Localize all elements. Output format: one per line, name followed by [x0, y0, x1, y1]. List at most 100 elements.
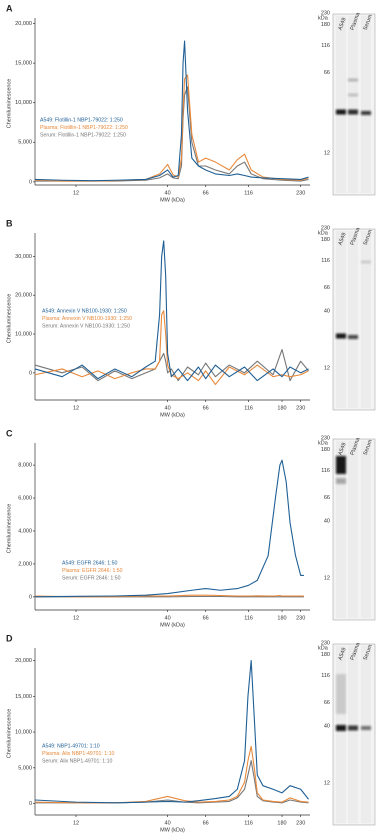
y-tick-label: 8,000 [18, 463, 32, 469]
blot-band [336, 456, 346, 474]
legend-entry: Plasma: EGFR 2646: 1:50 [62, 568, 123, 574]
y-tick-label: 4,000 [18, 528, 32, 534]
blot-lane [361, 441, 371, 618]
blot-marker: 116 [321, 468, 330, 474]
blot-marker: 12 [324, 366, 330, 372]
panel-letter: B [6, 218, 13, 228]
x-tick-label: 66 [203, 820, 209, 826]
legend-entry: Serum: EGFR 2646: 1:50 [62, 575, 121, 581]
blot-marker: 12 [324, 576, 330, 582]
y-tick-label: 10,000 [15, 331, 32, 337]
data-line [34, 745, 309, 804]
data-line [34, 594, 304, 598]
blot-band [361, 260, 371, 264]
x-tick-label: 180 [277, 615, 286, 621]
x-tick-label: 180 [277, 405, 286, 411]
y-axis-label: Chemiluminescence [6, 294, 12, 344]
panel: C 0 2,000 4,000 6,000 8,000 12 40 66 116 180 230 MW … [6, 428, 376, 628]
blot-lane-label: Serum [363, 644, 374, 662]
blot-band [336, 109, 346, 115]
legend-entry: A549: NBP1-49701: 1:10 [42, 743, 100, 749]
data-line [34, 40, 309, 182]
x-tick-label: 230 [296, 405, 305, 411]
data-line [34, 240, 309, 382]
legend-entry: Serum: Flotillin-1 NBP1-79022: 1:250 [40, 132, 126, 138]
x-tick-label: 230 [296, 190, 305, 196]
blot-lane-label: A549 [338, 232, 348, 246]
y-axis-label: Chemiluminescence [6, 504, 12, 554]
x-tick-label: 116 [244, 820, 253, 826]
x-tick-label: 12 [73, 405, 79, 411]
y-tick-label: 0 [29, 801, 32, 807]
y-axis-label: Chemiluminescence [6, 79, 12, 129]
blot-lane [336, 441, 346, 618]
legend-entry: Serum: Alix NBP1-49701: 1:10 [42, 758, 112, 764]
legend-entry: Serum: Annexin V NB100-1930: 1:250 [42, 323, 130, 329]
blot-marker: 12 [324, 151, 330, 157]
blot-marker: 66 [324, 700, 330, 706]
y-tick-label: 15,000 [15, 61, 32, 67]
blot-band [336, 725, 346, 731]
blot-marker: 230 [321, 641, 330, 647]
blot-marker: 66 [324, 495, 330, 501]
blot-unit: kDa [318, 230, 329, 236]
blot-lane-label: Serum [363, 229, 374, 247]
y-tick-label: 15,000 [15, 694, 32, 700]
blot-marker: 66 [324, 70, 330, 76]
legend-entry: A549: Flotillin-1 NBP1-79022: 1:250 [40, 117, 123, 123]
blot-lane-label: A549 [338, 17, 348, 31]
blot-band [361, 726, 371, 730]
blot-marker: 180 [321, 652, 330, 658]
x-axis-label: MW (kDa) [160, 412, 185, 418]
y-tick-label: 30,000 [15, 254, 32, 260]
blot-marker: 180 [321, 447, 330, 453]
blot-band [348, 93, 358, 97]
blot-unit: kDa [318, 645, 329, 651]
blot-marker: 40 [324, 724, 330, 730]
blot-unit: kDa [318, 15, 329, 21]
y-tick-label: 0 [29, 370, 32, 376]
blot-lane [348, 441, 358, 618]
legend-entry: A549: Annexin V NB100-1930: 1:250 [42, 308, 127, 314]
x-axis-label: MW (kDa) [160, 622, 185, 628]
y-tick-label: 2,000 [18, 561, 32, 567]
y-tick-label: 20,000 [15, 658, 32, 664]
data-line [35, 760, 309, 804]
blot-marker: 40 [324, 309, 330, 315]
y-tick-label: 20,000 [15, 293, 32, 299]
x-tick-label: 230 [296, 820, 305, 826]
panel-letter: D [6, 633, 13, 643]
blot-marker: 12 [324, 781, 330, 787]
blot-lane [348, 231, 358, 408]
legend-entry: Plasma: Annexin V NB100-1930: 1:250 [42, 316, 132, 322]
blot-band [348, 109, 358, 115]
y-tick-label: 10,000 [15, 730, 32, 736]
y-tick-label: 10,000 [15, 100, 32, 106]
x-tick-label: 40 [165, 190, 171, 196]
blot-lane [336, 646, 346, 823]
blot-band [348, 78, 358, 82]
panel-letter: C [6, 428, 13, 438]
panel: D 0 5,000 10,000 15,000 20,000 12 40 66 116 180 230… [6, 633, 376, 833]
x-tick-label: 12 [73, 190, 79, 196]
blot-lane-label: Serum [363, 14, 374, 32]
x-tick-label: 40 [165, 615, 171, 621]
x-tick-label: 40 [165, 405, 171, 411]
blot-marker: 116 [321, 258, 330, 264]
blot-band [336, 674, 346, 714]
blot-marker: 180 [321, 237, 330, 243]
y-tick-label: 5,000 [18, 140, 32, 146]
blot-lane-label: A549 [338, 442, 348, 456]
blot-marker: 180 [321, 22, 330, 28]
x-tick-label: 180 [277, 820, 286, 826]
blot-band [348, 335, 358, 339]
y-tick-label: 0 [29, 594, 32, 600]
y-tick-label: 6,000 [18, 495, 32, 501]
blot-marker: 230 [321, 226, 330, 232]
blot-marker: 116 [321, 673, 330, 679]
y-tick-label: 20,000 [15, 21, 32, 27]
x-tick-label: 12 [73, 820, 79, 826]
x-axis-label: MW (kDa) [160, 827, 185, 833]
x-tick-label: 116 [244, 405, 253, 411]
